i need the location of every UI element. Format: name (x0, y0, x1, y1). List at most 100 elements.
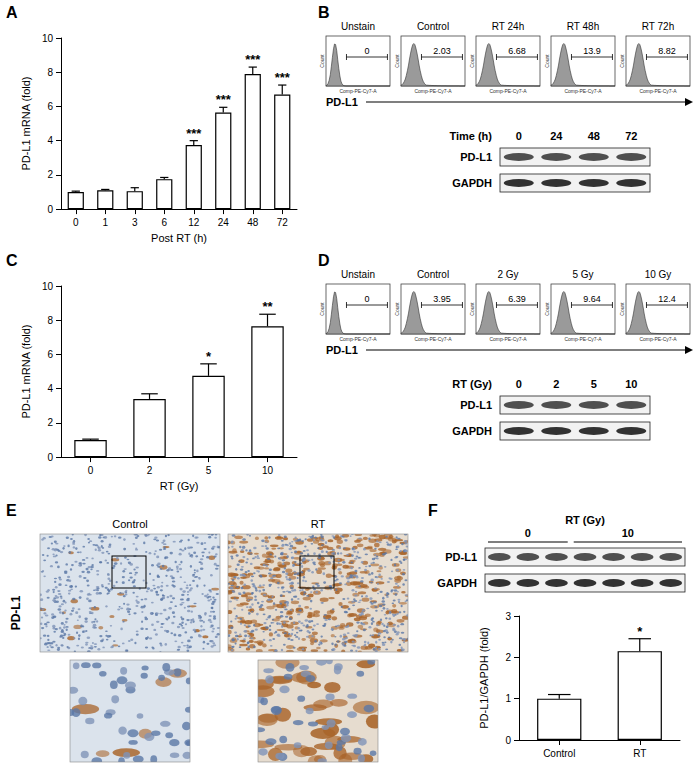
svg-text:6: 6 (47, 101, 53, 112)
svg-text:6: 6 (161, 217, 167, 228)
svg-text:RT: RT (311, 518, 326, 530)
svg-text:***: *** (216, 92, 232, 107)
svg-text:PD-L1 mRNA (fold): PD-L1 mRNA (fold) (20, 76, 32, 170)
svg-text:24: 24 (550, 130, 563, 142)
svg-text:Comp-PE-Cy7-A: Comp-PE-Cy7-A (339, 88, 377, 94)
svg-text:F: F (428, 502, 438, 519)
svg-text:0: 0 (364, 294, 369, 304)
svg-text:9.64: 9.64 (583, 294, 601, 304)
svg-text:PD-L1: PD-L1 (445, 551, 477, 563)
svg-text:C: C (6, 252, 18, 269)
svg-text:3.95: 3.95 (433, 294, 451, 304)
svg-text:PD-L1: PD-L1 (326, 344, 358, 356)
svg-text:Comp-PE-Cy7-A: Comp-PE-Cy7-A (639, 88, 677, 94)
svg-text:6: 6 (47, 349, 53, 360)
svg-text:72: 72 (625, 130, 637, 142)
svg-text:5 Gy: 5 Gy (572, 269, 593, 280)
svg-text:10: 10 (622, 527, 634, 539)
svg-text:3: 3 (132, 217, 138, 228)
svg-text:Control: Control (417, 269, 449, 280)
svg-text:RT 24h: RT 24h (492, 21, 524, 32)
svg-text:8: 8 (47, 67, 53, 78)
svg-text:Count: Count (544, 302, 550, 316)
svg-text:B: B (318, 4, 330, 21)
svg-text:RT: RT (633, 748, 646, 759)
svg-text:0: 0 (47, 452, 53, 463)
svg-text:0: 0 (364, 46, 369, 56)
svg-text:Count: Count (469, 54, 475, 68)
svg-text:Control: Control (543, 748, 575, 759)
svg-text:Comp-PE-Cy7-A: Comp-PE-Cy7-A (639, 336, 677, 342)
svg-text:RT (Gy): RT (Gy) (565, 514, 605, 526)
svg-text:RT (Gy): RT (Gy) (452, 378, 492, 390)
svg-text:Post RT (h): Post RT (h) (151, 232, 207, 244)
svg-text:12.4: 12.4 (658, 294, 676, 304)
svg-text:***: *** (245, 52, 261, 67)
svg-text:*: * (206, 349, 212, 364)
svg-text:RT (Gy): RT (Gy) (160, 480, 199, 492)
svg-text:***: *** (186, 126, 202, 141)
svg-text:13.9: 13.9 (583, 46, 601, 56)
svg-text:PD-L1: PD-L1 (460, 151, 492, 163)
svg-text:*: * (637, 624, 643, 639)
svg-text:GAPDH: GAPDH (437, 577, 477, 589)
svg-text:0: 0 (88, 465, 94, 476)
svg-text:0: 0 (47, 204, 53, 215)
svg-text:Time (h): Time (h) (449, 130, 492, 142)
svg-text:1: 1 (102, 217, 108, 228)
svg-text:2: 2 (505, 652, 511, 663)
svg-text:PD-L1: PD-L1 (460, 399, 492, 411)
svg-text:2: 2 (147, 465, 153, 476)
svg-text:Unstain: Unstain (341, 269, 375, 280)
svg-text:0: 0 (525, 527, 531, 539)
svg-text:***: *** (275, 70, 291, 85)
svg-text:2: 2 (47, 169, 53, 180)
svg-text:10: 10 (262, 465, 274, 476)
svg-text:Comp-PE-Cy7-A: Comp-PE-Cy7-A (489, 88, 527, 94)
svg-text:PD-L1 mRNA (fold): PD-L1 mRNA (fold) (20, 324, 32, 418)
svg-text:24: 24 (218, 217, 230, 228)
svg-text:6.39: 6.39 (508, 294, 526, 304)
svg-text:Count: Count (619, 302, 625, 316)
svg-text:PD-L1: PD-L1 (326, 96, 358, 108)
svg-text:D: D (318, 252, 330, 269)
svg-text:48: 48 (588, 130, 600, 142)
svg-text:5: 5 (591, 378, 597, 390)
svg-text:2: 2 (553, 378, 559, 390)
svg-text:Count: Count (469, 302, 475, 316)
svg-text:Count: Count (394, 54, 400, 68)
svg-text:72: 72 (277, 217, 289, 228)
svg-text:Unstain: Unstain (341, 21, 375, 32)
svg-text:Comp-PE-Cy7-A: Comp-PE-Cy7-A (414, 88, 452, 94)
svg-text:10 Gy: 10 Gy (645, 269, 672, 280)
svg-text:Count: Count (319, 302, 325, 316)
svg-text:4: 4 (47, 135, 53, 146)
svg-text:Control: Control (417, 21, 449, 32)
svg-text:A: A (6, 4, 18, 21)
svg-text:6.68: 6.68 (508, 46, 526, 56)
svg-text:Count: Count (319, 54, 325, 68)
svg-text:10: 10 (42, 33, 54, 44)
svg-text:4: 4 (47, 383, 53, 394)
svg-text:2: 2 (47, 417, 53, 428)
svg-text:GAPDH: GAPDH (452, 177, 492, 189)
svg-text:48: 48 (247, 217, 259, 228)
svg-text:0: 0 (516, 130, 522, 142)
svg-text:Control: Control (112, 518, 147, 530)
svg-text:0: 0 (73, 217, 79, 228)
svg-text:RT 72h: RT 72h (642, 21, 674, 32)
svg-text:2 Gy: 2 Gy (497, 269, 518, 280)
svg-text:0: 0 (505, 735, 511, 746)
svg-text:PD-L1/GAPDH (fold): PD-L1/GAPDH (fold) (478, 627, 490, 728)
svg-text:**: ** (262, 299, 273, 314)
svg-text:E: E (6, 502, 17, 519)
svg-text:Comp-PE-Cy7-A: Comp-PE-Cy7-A (339, 336, 377, 342)
svg-text:Count: Count (544, 54, 550, 68)
svg-text:10: 10 (42, 281, 54, 292)
svg-text:Comp-PE-Cy7-A: Comp-PE-Cy7-A (564, 88, 602, 94)
svg-text:8.82: 8.82 (658, 46, 676, 56)
svg-text:1: 1 (505, 693, 511, 704)
svg-text:8: 8 (47, 315, 53, 326)
svg-text:Comp-PE-Cy7-A: Comp-PE-Cy7-A (414, 336, 452, 342)
svg-text:12: 12 (188, 217, 200, 228)
